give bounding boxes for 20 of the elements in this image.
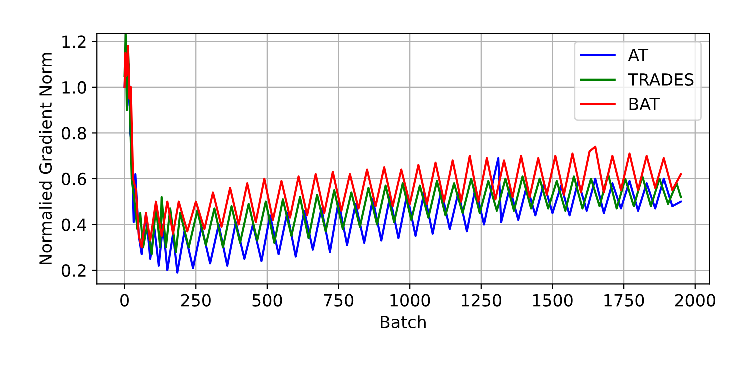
y-tick-label: 0.2 xyxy=(62,264,86,278)
y-tick-label: 1.0 xyxy=(62,81,86,94)
x-tick-label: 2000 xyxy=(675,294,716,307)
x-tick-label: 1000 xyxy=(390,294,430,307)
x-axis-title: Batch xyxy=(381,316,426,329)
y-axis-title: Normalied Gradient Norm xyxy=(39,53,52,264)
y-tick-label: 0.4 xyxy=(62,218,86,232)
x-tick-label: 1250 xyxy=(462,294,502,307)
x-tick-label: 750 xyxy=(324,294,354,307)
legend-label: BAT xyxy=(630,98,660,110)
x-tick-label: 1500 xyxy=(533,294,573,307)
x-tick-label: 500 xyxy=(252,294,282,307)
x-tick-label: 1750 xyxy=(604,294,644,307)
y-tick-label: 0.8 xyxy=(62,127,86,140)
x-tick-label: 250 xyxy=(181,294,211,307)
legend-label: AT xyxy=(628,49,649,62)
legend-label: TRADES xyxy=(628,73,694,86)
y-tick-label: 1.2 xyxy=(62,36,86,48)
x-tick-label: 0 xyxy=(120,294,129,307)
y-tick-label: 0.6 xyxy=(62,172,86,186)
